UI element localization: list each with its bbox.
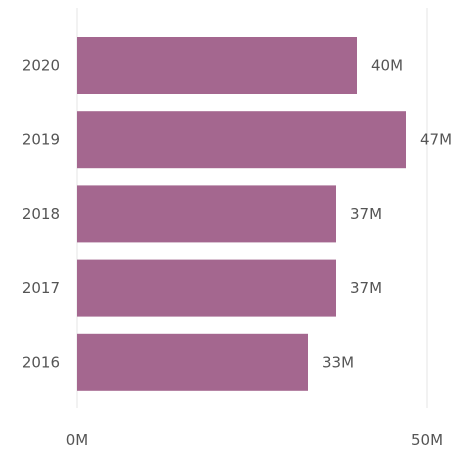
bar-2018[interactable] [77,185,336,243]
category-label: 2017 [22,279,60,297]
category-label: 2016 [22,353,60,371]
bar-2017[interactable] [77,259,336,317]
data-label: 37M [350,205,382,223]
category-label: 2018 [22,205,60,223]
data-label: 33M [322,353,354,371]
label-layer: 2020 40M 2019 47M 2018 37M 2017 37M 2016 33M [22,57,452,372]
x-tick-label: 0M [66,431,89,449]
data-label: 37M [350,279,382,297]
bar-layer [77,37,406,391]
category-label: 2020 [22,57,60,75]
data-label: 47M [420,131,452,149]
bar-2016[interactable] [77,333,308,391]
data-label: 40M [371,57,403,75]
category-label: 2019 [22,131,60,149]
x-tick-label: 50M [411,431,443,449]
bar-2020[interactable] [77,37,357,94]
x-axis: 0M 50M [66,431,443,449]
bar-2019[interactable] [77,111,406,169]
